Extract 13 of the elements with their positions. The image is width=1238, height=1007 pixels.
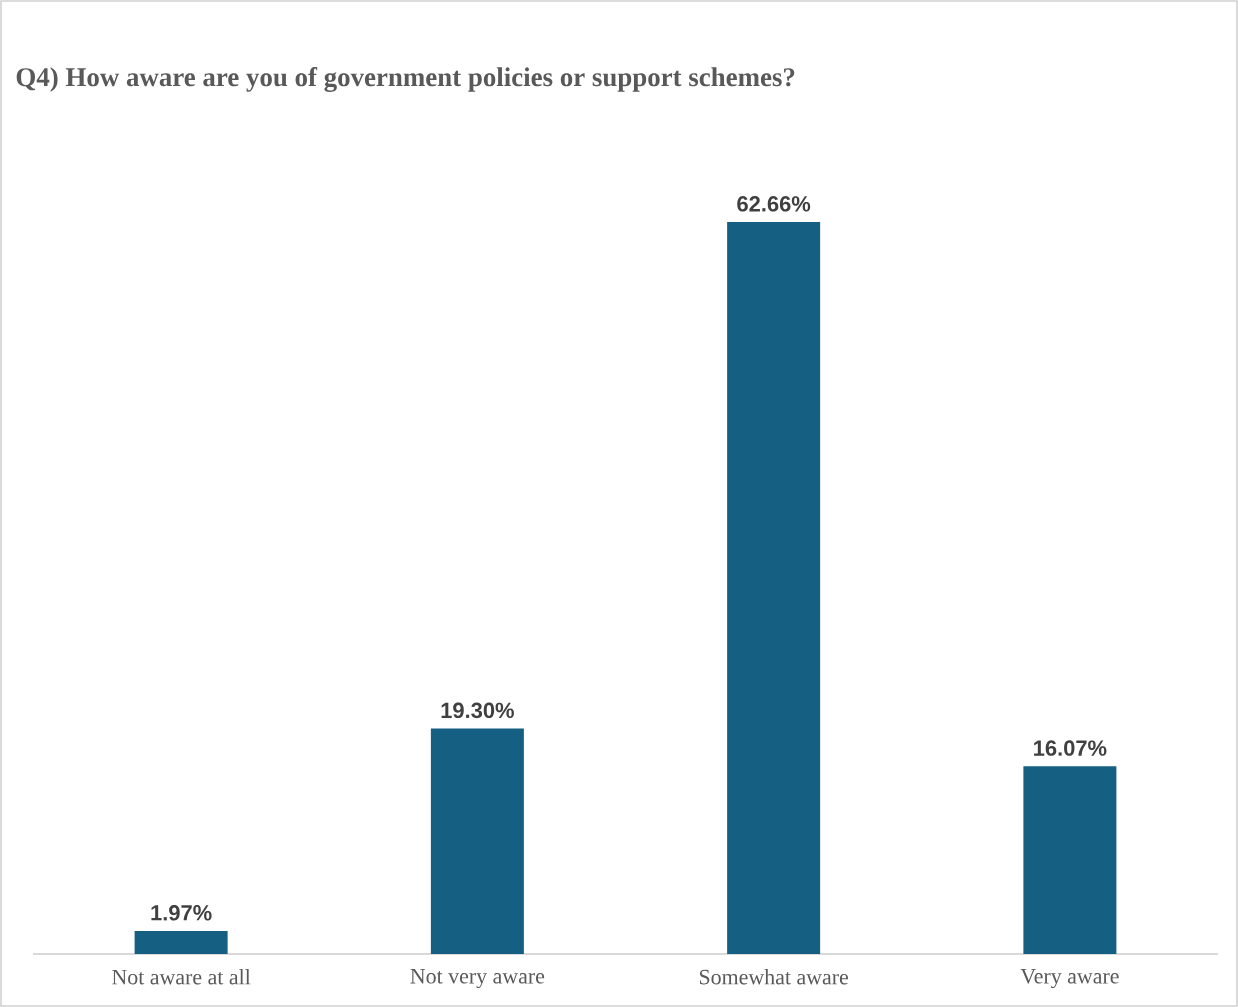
data-label: 62.66%	[737, 196, 811, 212]
bar	[134, 930, 228, 954]
bar	[727, 222, 821, 954]
x-tick-label: Not very aware	[410, 969, 545, 989]
data-label: 1.97%	[151, 905, 212, 921]
x-tick-label: Not aware at all	[112, 969, 251, 985]
bar	[1023, 766, 1117, 954]
chart-title: Q4) How aware are you of government policies or support schemes?	[16, 67, 795, 92]
bar	[430, 728, 524, 954]
x-tick-label: Somewhat aware	[699, 969, 849, 985]
data-label: 16.07%	[1034, 740, 1107, 756]
data-label: 19.30%	[441, 702, 514, 719]
x-tick-label: Very aware	[1020, 969, 1119, 989]
